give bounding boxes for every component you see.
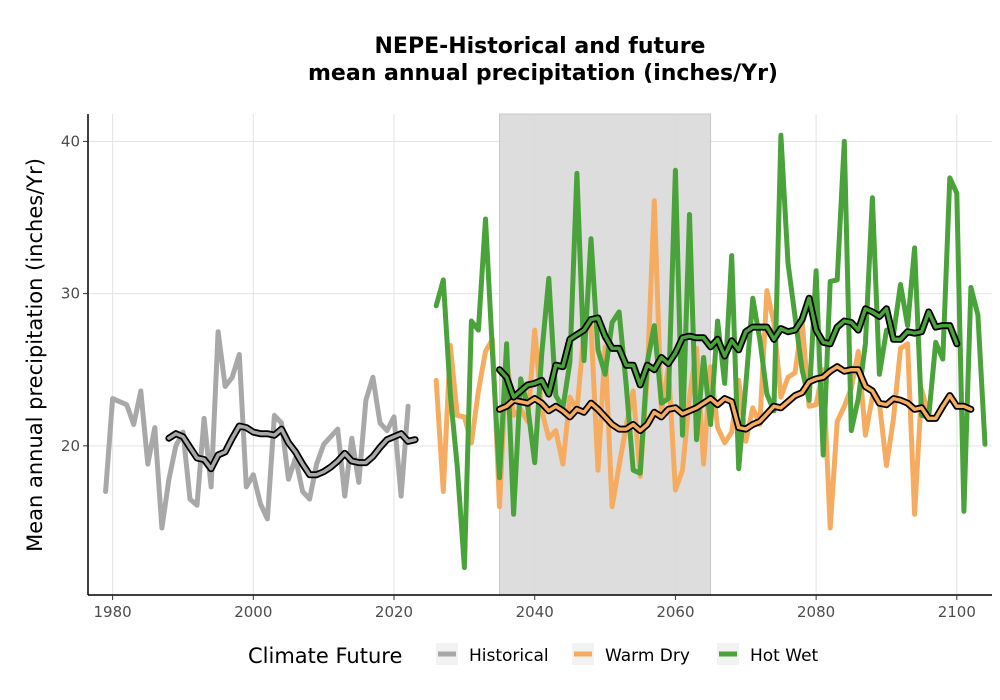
x-tick-label: 2060 xyxy=(656,603,694,621)
x-tick-label: 2020 xyxy=(375,603,413,621)
chart-title-line-2: mean annual precipitation (inches/Yr) xyxy=(308,61,778,86)
x-tick-label: 2080 xyxy=(797,603,835,621)
legend-title: Climate Future xyxy=(248,644,402,668)
smooth-line-warm-dry-smooth xyxy=(497,364,973,433)
x-tick-label: 2000 xyxy=(234,603,272,621)
chart-title-line-1: NEPE-Historical and future xyxy=(375,34,706,59)
legend-label-hot-wet: Hot Wet xyxy=(750,646,819,666)
legend-label-historical: Historical xyxy=(469,646,549,666)
x-tick-label: 2040 xyxy=(516,603,554,621)
series-line-historical xyxy=(103,329,411,531)
y-tick-label: 40 xyxy=(61,132,80,150)
series-layer xyxy=(103,132,988,571)
y-tick-label: 30 xyxy=(61,285,80,303)
x-tick-label: 1980 xyxy=(94,603,132,621)
y-tick-label: 20 xyxy=(61,437,80,455)
legend-label-warm-dry: Warm Dry xyxy=(605,646,690,666)
smooth-line-hot-wet-smooth xyxy=(497,296,959,399)
x-tick-label: 2100 xyxy=(938,603,976,621)
smooth-line-historical-smooth xyxy=(167,424,417,477)
legend: Climate Future Historical Warm Dry Hot Wet xyxy=(248,643,819,668)
y-axis-label: Mean annual precipitation (inches/Yr) xyxy=(23,158,47,552)
axes: 1980 2000 2020 2040 2060 2080 2100 20 30 40 xyxy=(61,114,992,621)
